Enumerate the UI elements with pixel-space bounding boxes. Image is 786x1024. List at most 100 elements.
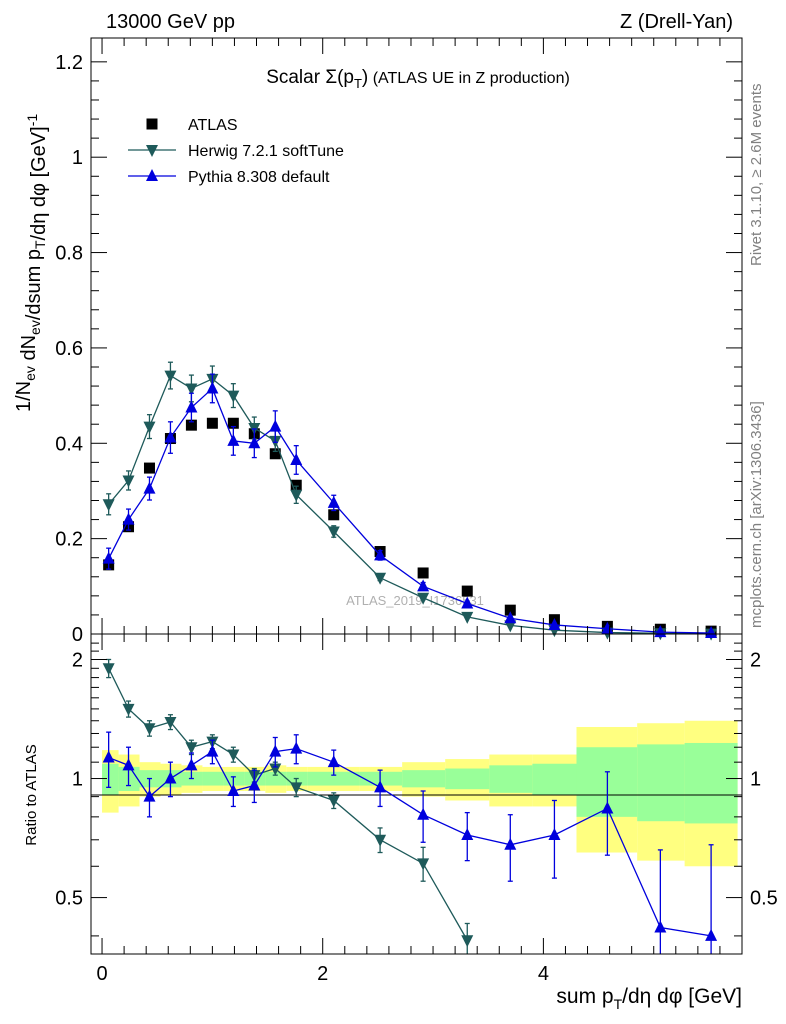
main-data-point bbox=[227, 390, 240, 403]
main-data-point bbox=[374, 548, 387, 561]
legend-marker bbox=[146, 145, 158, 157]
ratio-frame bbox=[90, 633, 743, 955]
ratio-data-point bbox=[705, 928, 718, 941]
main-data-point bbox=[185, 400, 198, 413]
ratio-data-point bbox=[417, 858, 430, 871]
ratio-data-point bbox=[269, 763, 282, 776]
ratio-data-point bbox=[122, 703, 135, 716]
main-data-point bbox=[185, 383, 198, 396]
main-data-point bbox=[328, 509, 340, 521]
ratio-ytick-label: 0.5 bbox=[55, 888, 83, 910]
main-data-point bbox=[122, 512, 135, 525]
main-ylabel: 1/Nev dNev/dsum pT/dη dφ [GeV]-1 bbox=[13, 114, 50, 412]
main-ytick-label: 0.2 bbox=[55, 529, 83, 551]
ratio-ytick-label-right: 0.5 bbox=[750, 888, 778, 910]
ratio-ytick-label: 1 bbox=[72, 769, 83, 791]
main-data-point bbox=[705, 626, 718, 639]
main-ytick-label: 0.8 bbox=[55, 243, 83, 265]
ratio-data-point bbox=[417, 807, 430, 820]
xtick-label: 4 bbox=[538, 963, 549, 985]
main-ytick-label: 1.2 bbox=[55, 52, 83, 74]
ratio-data-point bbox=[327, 755, 340, 768]
main-title: Scalar Σ(pT) (ATLAS UE in Z production) bbox=[266, 67, 570, 91]
main-data-point bbox=[143, 481, 156, 494]
header-right: Z (Drell-Yan) bbox=[620, 11, 733, 33]
ratio-data-point bbox=[269, 744, 282, 757]
ratio-green-band bbox=[307, 771, 360, 786]
xtick-label: 0 bbox=[96, 963, 107, 985]
main-ytick-label: 0.6 bbox=[55, 338, 83, 360]
legend-label: ATLAS bbox=[188, 117, 238, 134]
ratio-ylabel: Ratio to ATLAS bbox=[23, 744, 40, 845]
main-data-point bbox=[290, 452, 303, 465]
main-data-point bbox=[504, 604, 516, 616]
ratio-data-point bbox=[164, 771, 177, 784]
main-data-point bbox=[206, 381, 219, 394]
ratio-series-1 bbox=[102, 731, 718, 954]
ratio-green-band bbox=[637, 744, 685, 822]
main-data-point bbox=[248, 436, 261, 449]
main-data-point bbox=[327, 526, 340, 539]
ratio-data-point bbox=[654, 920, 667, 933]
main-data-point bbox=[417, 592, 430, 605]
legend-marker bbox=[146, 118, 158, 130]
ratio-green-band bbox=[489, 765, 533, 793]
main-data-point bbox=[327, 495, 340, 508]
ratio-data-point bbox=[290, 782, 303, 795]
main-data-point bbox=[548, 617, 561, 630]
main-ytick-label: 1 bbox=[72, 147, 83, 169]
ratio-data-point bbox=[185, 758, 198, 771]
ratio-data-point bbox=[374, 834, 387, 847]
ratio-data-point bbox=[461, 827, 474, 840]
main-data-point bbox=[269, 448, 281, 460]
main-data-point bbox=[461, 585, 473, 597]
main-data-point bbox=[290, 479, 302, 491]
ratio-ytick-label: 2 bbox=[72, 649, 83, 671]
ratio-series-group bbox=[102, 658, 718, 954]
main-panel: ATLAS_2019_I1736531 00.20.40.60.811.2 Sc… bbox=[13, 37, 743, 646]
ratio-data-point bbox=[461, 935, 474, 948]
mcplots-reference-label: mcplots.cern.ch [arXiv:1306.3436] bbox=[748, 401, 765, 628]
main-data-point bbox=[461, 611, 474, 624]
ratio-data-point bbox=[206, 744, 219, 757]
ratio-data-point bbox=[185, 742, 198, 755]
main-data-point bbox=[227, 417, 239, 429]
ratio-data-point bbox=[143, 723, 156, 736]
main-data-point bbox=[164, 430, 177, 443]
ratio-data-point bbox=[227, 783, 240, 796]
ratio-data-point bbox=[290, 741, 303, 754]
ratio-data-point bbox=[227, 749, 240, 762]
main-data-point bbox=[143, 462, 155, 474]
ratio-ytick-label-right: 2 bbox=[750, 649, 761, 671]
ratio-green-band bbox=[402, 770, 446, 788]
ratio-data-point bbox=[164, 716, 177, 729]
main-data-point bbox=[206, 417, 218, 429]
main-data-point bbox=[374, 572, 387, 585]
main-data-point bbox=[417, 567, 429, 579]
main-data-point bbox=[290, 489, 303, 502]
ratio-data-point bbox=[122, 758, 135, 771]
ratio-data-point bbox=[504, 837, 517, 850]
ratio-panel: 0.5 0.5 1 1 2 2 0 2 4 Ratio to ATLAS sum pT/dη d… bbox=[23, 633, 778, 1012]
main-data-point bbox=[461, 596, 474, 609]
ratio-data-point bbox=[102, 750, 115, 763]
x-axis-label: sum pT/dη dφ [GeV] bbox=[556, 985, 742, 1012]
main-data-point bbox=[504, 620, 517, 633]
main-data-point bbox=[143, 421, 156, 434]
legend-label: Pythia 8.308 default bbox=[188, 169, 330, 186]
legend-entry-2: Pythia 8.308 default bbox=[128, 169, 330, 186]
xtick-label: 2 bbox=[317, 963, 328, 985]
main-data-point bbox=[269, 419, 282, 432]
main-data-point bbox=[102, 551, 115, 564]
main-data-point bbox=[185, 419, 197, 431]
ratio-green-band bbox=[265, 771, 287, 786]
main-data-point bbox=[417, 579, 430, 592]
main-data-point bbox=[102, 499, 115, 512]
ratio-data-point bbox=[548, 827, 561, 840]
main-ytick-label: 0.4 bbox=[55, 433, 83, 455]
main-data-point bbox=[504, 611, 517, 624]
legend-entry-1: Herwig 7.2.1 softTune bbox=[128, 143, 344, 160]
ratio-series-line bbox=[108, 668, 468, 941]
ratio-data-point bbox=[143, 789, 156, 802]
